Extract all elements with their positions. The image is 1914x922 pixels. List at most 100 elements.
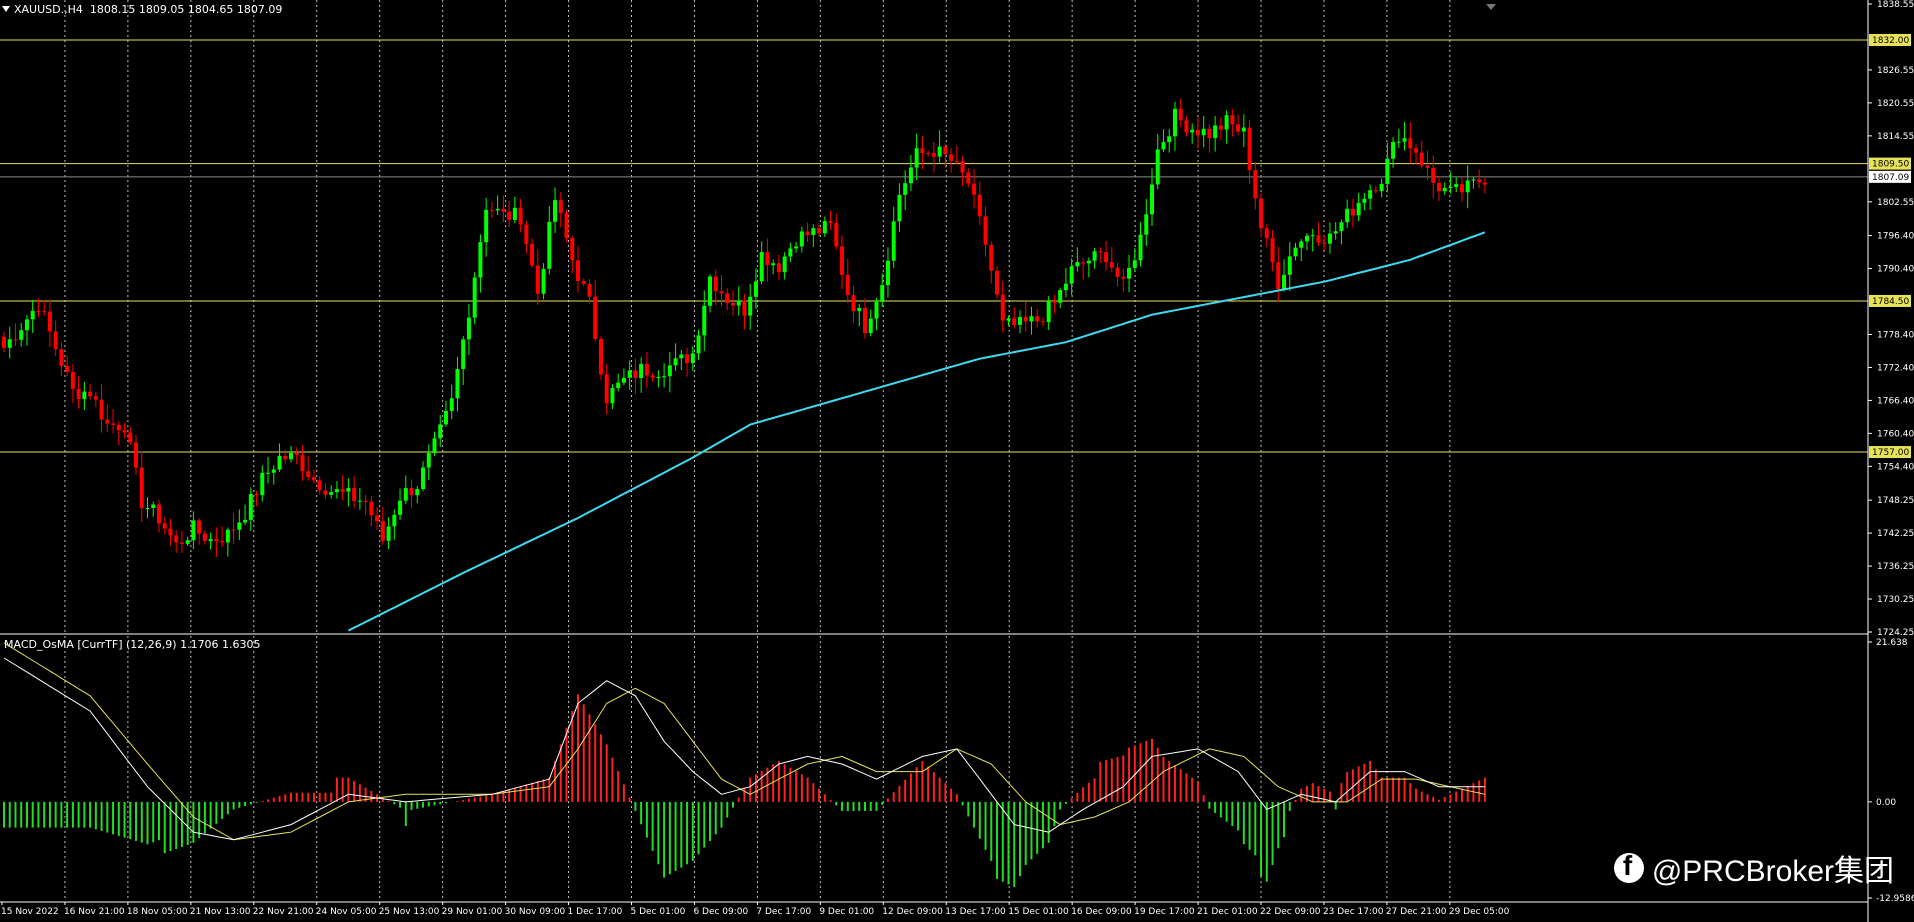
candle-body [214,539,219,542]
candle-body [891,221,896,261]
candle-body [1098,251,1103,253]
candle-body [323,490,328,495]
candle-body [461,339,466,370]
time-label: 18 Nov 05:00 [127,907,188,917]
facebook-icon [1613,850,1644,883]
candle-body [598,338,603,375]
candle-body [863,308,867,334]
candle-body [197,520,202,534]
time-label: 13 Dec 17:00 [945,907,1006,917]
candle-body [794,246,799,249]
candle-body [1201,128,1206,136]
candle-body [237,522,242,530]
candle-body [639,363,644,379]
candle-body [1150,184,1154,215]
candle-body [438,424,443,439]
candle-body [1385,158,1390,184]
price-tick-label: 1760.40 [1877,429,1914,439]
candle-body [1236,124,1241,132]
candle-body [1442,187,1447,192]
candle-body [1046,300,1051,323]
price-tick-label: 1820.55 [1877,99,1914,109]
candle-body [811,228,816,235]
candle-body [995,270,1000,295]
level-price-badge [1869,157,1911,170]
candle-body [329,492,334,495]
candle-body [179,542,184,544]
candle-body [679,354,684,359]
candle-body [822,221,827,234]
candle-body [1195,129,1200,136]
candle-body [972,183,977,195]
price-tick-label: 1802.55 [1877,198,1914,208]
time-label: 24 Nov 05:00 [316,907,377,917]
candle-body [1327,233,1332,244]
candle-body [966,172,971,184]
candle-body [65,366,70,373]
time-label: 21 Dec 01:00 [1197,907,1258,917]
candle-body [168,528,173,536]
candle-body [1391,141,1396,159]
candle-body [1052,300,1057,303]
candle-body [644,363,649,376]
candle-body [547,221,552,269]
candle-body [174,535,179,543]
candle-body [1431,167,1436,183]
candle-body [1253,170,1258,199]
candle-body [82,391,87,400]
level-price-label: 1809.50 [1872,160,1909,170]
candle-body [47,311,52,332]
candle-body [243,519,248,523]
candle-body [840,246,845,275]
shift-marker-icon[interactable] [1486,4,1496,10]
time-label: 7 Dec 17:00 [756,907,811,917]
candle-body [621,377,626,383]
time-label: 15 Dec 01:00 [1008,907,1069,917]
candle-body [1316,235,1321,243]
level-price-badge [1869,33,1911,46]
candle-body [1144,214,1149,235]
candle-body [7,339,12,348]
candle-body [719,291,724,294]
candle-body [266,472,271,474]
candle-body [576,260,580,282]
candle-body [1310,235,1315,237]
candle-body [76,388,81,400]
candle-body [1282,274,1287,290]
candle-body [977,194,982,217]
candle-body [805,231,810,235]
candle-body [363,500,368,502]
candle-body [1127,267,1132,279]
candle-body [581,281,586,284]
candle-body [983,216,988,245]
candle-body [1000,294,1005,321]
candle-body [782,256,787,273]
candle-body [1402,138,1407,142]
candle-body [111,423,116,425]
candle-body [1465,180,1470,193]
symbol-label: XAUUSD.,H4 [14,3,83,16]
time-label: 1 Dec 17:00 [568,907,623,917]
time-label: 22 Dec 09:00 [1260,907,1321,917]
candle-body [553,200,558,222]
candle-body [116,424,121,431]
candle-body [1035,316,1040,322]
candle-body [1396,141,1401,143]
price-tick-label: 1748.25 [1877,496,1914,506]
time-label: 29 Nov 01:00 [442,907,503,917]
chart-header: XAUUSD.,H4 1808.15 1809.05 1804.65 1807.… [2,3,282,16]
candle-body [1379,183,1384,192]
candle-body [1040,321,1045,323]
candle-body [627,370,632,378]
dropdown-triangle-icon[interactable] [2,6,10,12]
candle-body [903,183,908,195]
candle-body [145,507,150,509]
candle-body [776,263,781,273]
candle-body [484,209,489,243]
candle-body [202,533,207,542]
candle-body [817,228,822,234]
candle-body [1373,190,1378,192]
candle-body [1264,228,1269,239]
candle-body [1419,152,1424,166]
